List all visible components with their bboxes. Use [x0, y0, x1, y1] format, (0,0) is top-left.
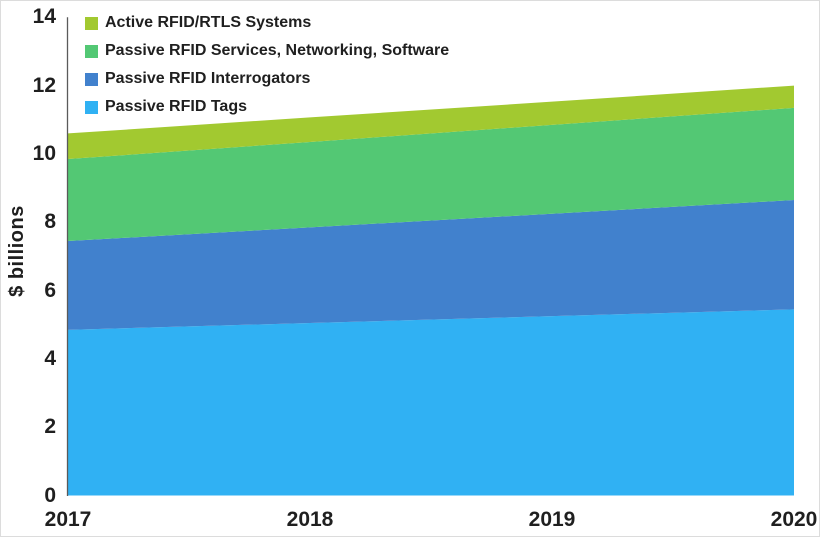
- x-axis-tick-label: 2018: [286, 508, 334, 531]
- y-axis-tick-label: 14: [32, 5, 56, 29]
- x-axis-tick-label: 2017: [44, 508, 92, 531]
- legend-label: Active RFID/RTLS Systems: [105, 14, 312, 31]
- legend-label: Passive RFID Services, Networking, Softw…: [105, 42, 450, 59]
- legend-item: Passive RFID Services, Networking, Softw…: [85, 37, 449, 65]
- legend-item: Active RFID/RTLS Systems: [85, 9, 449, 37]
- y-axis-tick-label: 0: [44, 483, 56, 507]
- y-axis-tick-label: 2: [44, 415, 56, 439]
- area-series-passive-rfid-services-networking-software: [68, 107, 794, 242]
- y-axis-tick-label: 10: [32, 141, 56, 165]
- legend-label: Passive RFID Interrogators: [105, 70, 311, 87]
- y-axis-tick-label: 4: [44, 346, 56, 370]
- y-axis-tick-label: 8: [44, 210, 56, 234]
- x-axis-tick-label: 2019: [528, 508, 576, 531]
- area-series-passive-rfid-interrogators: [68, 200, 794, 330]
- y-axis-tick-label: 6: [44, 278, 56, 302]
- legend-swatch-passive-interrogators-icon: [85, 72, 98, 86]
- legend-item: Passive RFID Tags: [85, 93, 449, 121]
- x-axis-tick-label: 2020: [770, 508, 818, 531]
- legend-item: Passive RFID Interrogators: [85, 65, 449, 93]
- legend-swatch-passive-tags-icon: [85, 100, 98, 114]
- area-series-passive-rfid-tags: [68, 309, 794, 496]
- legend-label: Passive RFID Tags: [105, 98, 247, 115]
- legend-swatch-active-rfid-icon: [85, 16, 98, 30]
- area-series-active-rfid-rtls-systems: [68, 85, 794, 160]
- y-axis-tick-label: 12: [32, 73, 56, 97]
- legend: Active RFID/RTLS Systems Passive RFID Se…: [85, 9, 449, 121]
- legend-swatch-passive-services-icon: [85, 44, 98, 58]
